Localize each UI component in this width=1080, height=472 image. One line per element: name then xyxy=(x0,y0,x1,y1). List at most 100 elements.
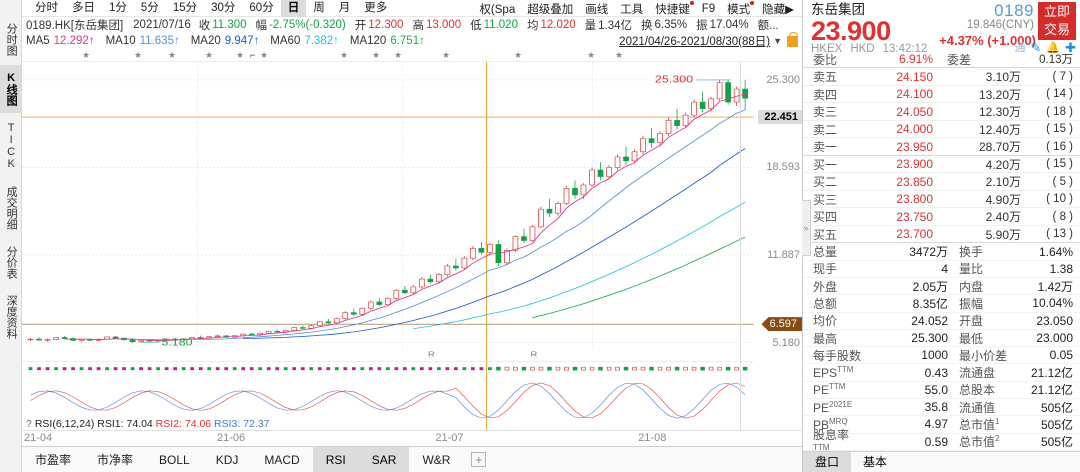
event-star-6[interactable]: ★ xyxy=(340,50,349,60)
ask-qty-4: 28.70万 xyxy=(978,140,1021,155)
period-tab-9[interactable]: 月 xyxy=(338,1,351,14)
ask-level-row[interactable]: 卖四 24.100 13.20万 ( 14 ) xyxy=(803,86,1080,104)
low-label: 低 xyxy=(470,20,482,32)
event-star-0[interactable]: ★ xyxy=(82,50,91,60)
sar-dot-43 xyxy=(394,367,399,371)
tong-icon[interactable]: 通 xyxy=(1014,42,1026,54)
sidebar-item-2[interactable]: TICK xyxy=(5,122,18,170)
kline-chart-area[interactable]: 25.300 5.180 R R 25.300 22.451 18.593 11.887 6.… xyxy=(22,62,802,430)
sar-dot-32 xyxy=(300,367,305,371)
indicator-tab--[interactable]: 市净率 xyxy=(97,453,134,467)
chart-tool-2[interactable]: 画线 xyxy=(585,3,609,16)
period-tab-3[interactable]: 5分 xyxy=(140,1,159,14)
event-star-2[interactable]: ★ xyxy=(168,50,177,60)
stat-key1-sup-11: TTM xyxy=(813,442,830,452)
event-star-12[interactable]: ★ xyxy=(615,50,624,60)
period-tab-8[interactable]: 周 xyxy=(313,1,325,14)
panel-tab-0[interactable]: 盘口 xyxy=(803,451,852,472)
sar-dot-47 xyxy=(428,367,433,371)
bid-label-0: 买一 xyxy=(813,157,838,172)
ask-orders-4: ( 16 ) xyxy=(1046,140,1073,153)
period-tab-1[interactable]: 多日 xyxy=(72,1,95,14)
period-tab-10[interactable]: 更多 xyxy=(364,1,388,14)
stat-key2-4: 开盘 xyxy=(959,314,984,329)
help-icon[interactable]: ? xyxy=(26,418,32,430)
sidebar-item-0[interactable]: 分时图 xyxy=(5,23,18,56)
trade-now-button[interactable]: 立即 交易 xyxy=(1038,2,1076,40)
sidebar-item-5[interactable]: 深度资料 xyxy=(5,295,18,339)
event-star-10[interactable]: ★ xyxy=(514,50,523,60)
indicator-tab-macd[interactable]: MACD xyxy=(264,452,300,467)
lock-icon[interactable] xyxy=(787,31,798,47)
sar-dot-64 xyxy=(572,366,578,371)
chart-tool-4[interactable]: 快捷键 xyxy=(649,0,696,18)
bid-level-row[interactable]: 买一 23.900 4.20万 ( 15 ) xyxy=(803,156,1080,174)
event-star-4[interactable]: ★ xyxy=(236,50,245,60)
indicator-tab-rsi[interactable]: RSI xyxy=(312,447,359,472)
chart-tool-0[interactable]: 权(Spa xyxy=(479,3,516,16)
stat-key2-6: 最小价差 xyxy=(959,348,1008,363)
event-star-8[interactable]: ★ xyxy=(394,50,403,60)
kline-canvas[interactable]: 25.300 5.180 R R xyxy=(22,62,802,430)
event-star-5[interactable]: ★ xyxy=(260,50,269,60)
period-tab-0[interactable]: 分时 xyxy=(35,1,58,14)
chart-tool-7[interactable]: 隐藏▶ xyxy=(762,3,794,16)
add-indicator-button[interactable]: + xyxy=(471,452,487,467)
event-star-1[interactable]: ★ xyxy=(134,50,143,60)
candle-body-61 xyxy=(546,208,553,214)
ask-level-row[interactable]: 卖一 23.950 28.70万 ( 16 ) xyxy=(803,138,1080,156)
panel-collapse-handle[interactable]: » xyxy=(802,200,811,256)
rsi-name: RSI(6,12,24) xyxy=(34,418,95,430)
indicator-tab--[interactable]: 市盈率 xyxy=(35,453,72,467)
ma-label-0: MA5 xyxy=(26,35,50,47)
candle-body-49 xyxy=(444,265,451,275)
candle-body-47 xyxy=(427,278,434,282)
indicator-tab-boll[interactable]: BOLL xyxy=(159,452,190,467)
bid-qty-2: 4.90万 xyxy=(985,192,1021,207)
candle-body-74 xyxy=(657,133,663,143)
chevron-down-icon[interactable]: ▼ xyxy=(773,36,782,46)
event-star-9[interactable]: ★ xyxy=(442,50,451,60)
indicator-tab-kdj[interactable]: KDJ xyxy=(215,452,239,467)
event-flag-icon[interactable]: ⌐ xyxy=(250,50,256,60)
pencil-icon[interactable]: ✎ xyxy=(1030,40,1042,55)
chart-tool-3[interactable]: 工具 xyxy=(620,3,644,16)
chart-tool-1[interactable]: 超级叠加 xyxy=(527,3,574,16)
bid-level-row[interactable]: 买四 23.750 2.40万 ( 8 ) xyxy=(803,208,1080,226)
ask-level-row[interactable]: 卖三 24.050 12.30万 ( 18 ) xyxy=(803,103,1080,121)
sidebar-item-1[interactable]: K线图 xyxy=(0,65,21,113)
ma-value-1: 11.635↑ xyxy=(139,35,180,47)
sidebar-item-3[interactable]: 成交明细 xyxy=(5,186,18,230)
chart-tool-5[interactable]: F9 xyxy=(701,2,716,15)
event-star-11[interactable]: ★ xyxy=(587,50,596,60)
period-tab-2[interactable]: 1分 xyxy=(109,1,127,14)
sar-dot-42 xyxy=(385,367,390,371)
candle-body-58 xyxy=(521,236,527,241)
sar-dot-79 xyxy=(700,366,705,371)
sidebar-item-4[interactable]: 分价表 xyxy=(5,246,18,279)
plus-icon[interactable]: ✚ xyxy=(1065,40,1076,55)
candle-body-78 xyxy=(691,101,697,116)
indicator-tab-w-r[interactable]: W&R xyxy=(422,452,451,467)
indicator-tab-sar[interactable]: SAR xyxy=(358,447,410,472)
panel-tab-1[interactable]: 基本 xyxy=(863,455,888,470)
period-tab-7[interactable]: 日 xyxy=(280,0,307,17)
close-value: 11.300 xyxy=(212,19,247,31)
period-tab-6[interactable]: 60分 xyxy=(249,1,274,14)
ask-level-row[interactable]: 卖五 24.150 3.10万 ( 7 ) xyxy=(803,68,1080,86)
bell-icon[interactable]: 🔔 xyxy=(1046,42,1061,54)
date-range-text[interactable]: 2021/04/26-2021/08/30(88日) xyxy=(619,36,771,48)
ask-level-row[interactable]: 卖二 24.000 12.40万 ( 15 ) xyxy=(803,121,1080,139)
stat-key1-2: 外盘 xyxy=(813,279,838,294)
event-star-7[interactable]: ★ xyxy=(372,50,381,60)
rsi2-line xyxy=(30,382,746,419)
bid-level-row[interactable]: 买五 23.700 5.90万 ( 13 ) xyxy=(803,226,1080,244)
event-star-3[interactable]: ★ xyxy=(205,50,214,60)
period-tab-5[interactable]: 30分 xyxy=(211,1,236,14)
bid-level-row[interactable]: 买三 23.800 4.90万 ( 10 ) xyxy=(803,191,1080,209)
chart-tool-6[interactable]: 模式 xyxy=(721,0,756,18)
bid-level-row[interactable]: 买二 23.850 2.10万 ( 5 ) xyxy=(803,173,1080,191)
date-range-control[interactable]: 2021/04/26-2021/08/30(88日) ▼ xyxy=(619,31,798,49)
stat-key1-sup-8: TTM xyxy=(829,382,846,392)
period-tab-4[interactable]: 15分 xyxy=(172,1,198,14)
